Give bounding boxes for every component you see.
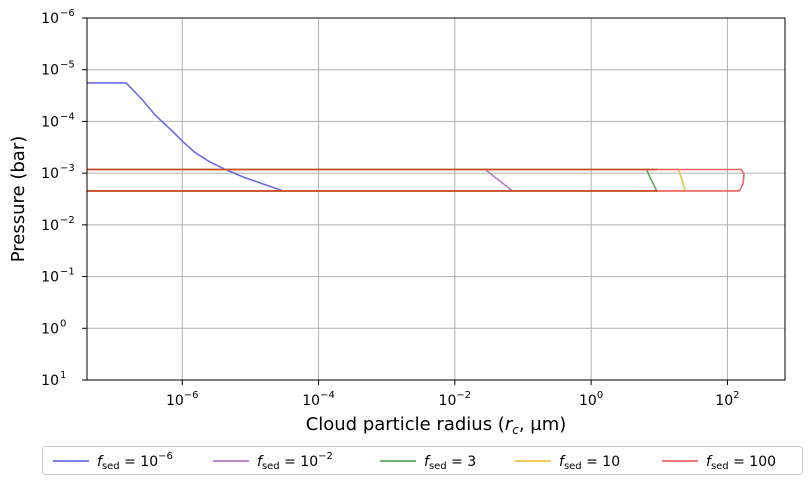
y-tick-label: 10	[41, 166, 59, 182]
y-tick-exponent: 1	[60, 370, 66, 381]
x-tick-label: 10−6	[166, 390, 199, 409]
y-tick-exponent: −3	[60, 163, 75, 174]
series-line-0	[87, 82, 284, 192]
y-tick-label: 10	[41, 321, 59, 337]
y-tick-label: 10	[41, 270, 59, 286]
y-tick-exponent: 0	[60, 318, 66, 329]
legend-label-0: fsed = 10−6	[97, 451, 173, 472]
x-tick-label: 10−4	[302, 390, 335, 409]
legend-label-4: fsed = 100	[706, 454, 776, 472]
legend: fsed = 10−6 fsed = 10−2 fsed = 3 fsed = 10 f…	[42, 446, 803, 475]
x-tick-label: 102	[715, 390, 739, 409]
y-tick-exponent: −5	[60, 60, 75, 71]
legend-label-1: fsed = 10−2	[257, 451, 333, 472]
y-tick-label: 10	[41, 114, 59, 130]
grid	[87, 17, 785, 381]
y-tick-exponent: −1	[60, 267, 75, 278]
y-tick-exponent: −2	[60, 215, 75, 226]
y-tick-label: 10	[41, 218, 59, 234]
y-tick-label: 10	[41, 63, 59, 79]
legend-box	[42, 446, 803, 475]
x-axis-label: Cloud particle radius (rc, µm)	[306, 414, 567, 437]
y-tick-exponent: −6	[60, 8, 75, 19]
x-tick-label: 100	[579, 390, 603, 409]
plot-lines	[87, 82, 745, 192]
x-axis-ticks: 10−6 10−4 10−2 100 102	[166, 380, 740, 409]
plot-frame	[86, 17, 786, 381]
y-axis-label: Pressure (bar)	[8, 136, 29, 262]
x-tick-label: 10−2	[439, 390, 472, 409]
legend-label-2: fsed = 3	[424, 454, 476, 472]
y-tick-label: 10	[41, 11, 59, 27]
y-tick-exponent: −4	[60, 111, 75, 122]
legend-label-3: fsed = 10	[559, 454, 620, 472]
y-tick-label: 10	[41, 373, 59, 389]
